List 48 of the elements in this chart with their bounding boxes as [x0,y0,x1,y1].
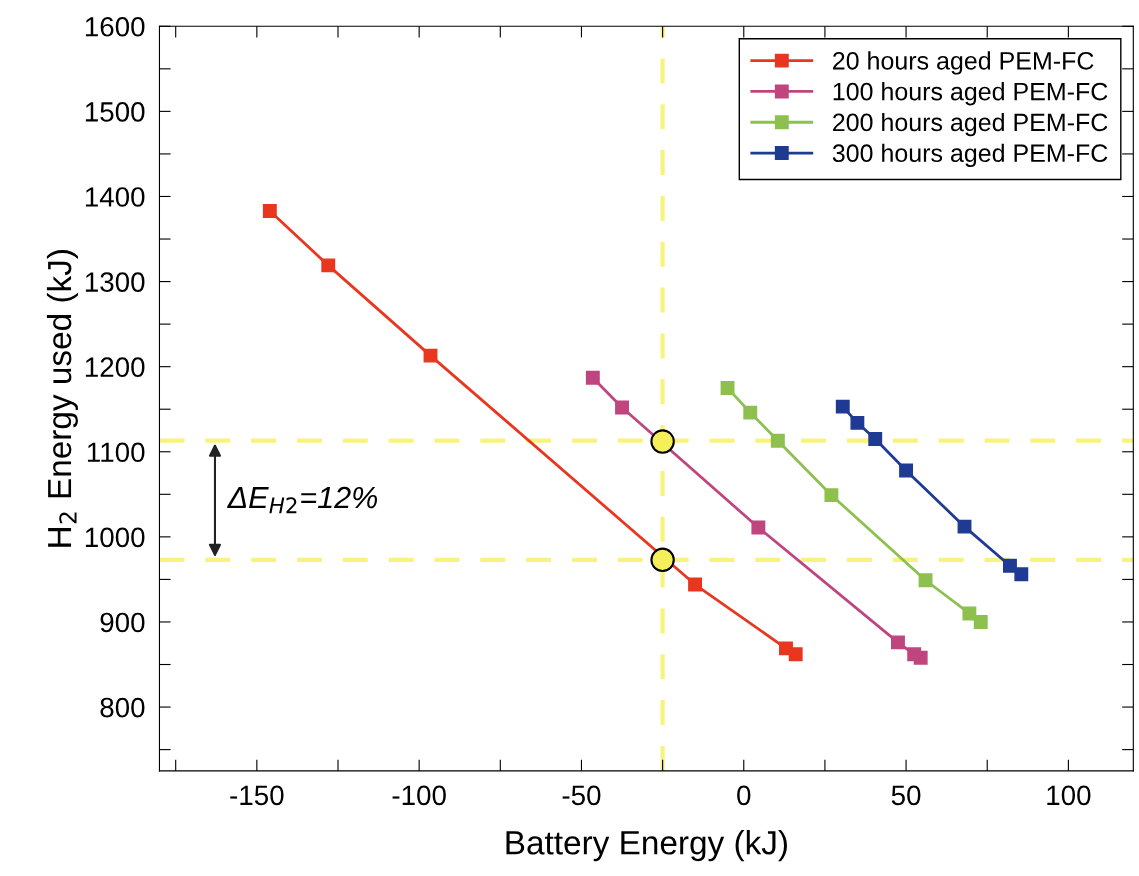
point [585,370,600,385]
legend-label: 100 hours aged PEM-FC [833,82,1108,106]
y-tick-label: 1300 [85,272,145,292]
point [650,429,675,454]
point [899,463,914,478]
point [262,203,277,218]
point [743,405,758,420]
point [913,650,928,665]
y-tick-label: 1400 [85,187,145,207]
point [957,519,972,534]
y-tick-label: 1200 [85,357,145,378]
point [650,547,675,573]
point [1014,567,1029,582]
point [788,647,803,662]
point [962,606,977,621]
point [615,400,629,415]
point [868,432,883,446]
x-tick-label: 0 [737,785,751,806]
y-tick-label: 1000 [85,527,145,548]
x-tick-label: -150 [230,785,284,806]
point [1003,558,1017,573]
x-tick-label: 100 [1047,785,1091,806]
x-axis-title: Battery Energy (kJ) [506,830,787,862]
point [751,520,766,535]
x-tick-label: -100 [392,785,446,806]
point [824,488,839,503]
legend-label: 300 hours aged PEM-FC [832,143,1108,167]
point [973,615,988,629]
x-tick-label: -50 [562,785,601,806]
point [321,258,336,273]
y-tick-label: 1100 [87,442,145,463]
point [835,399,850,414]
y-tick-label: 800 [100,697,145,718]
y-tick-label: 900 [100,612,145,633]
y-tick-label: 1600 [85,16,145,37]
point [688,577,703,592]
legend-label: 20 hours aged PEM-FC [833,51,1094,75]
point [850,415,865,430]
point [770,433,785,448]
point [891,635,905,650]
y-axis-title: H$_{2}$ Energy used (kJ) [46,250,78,547]
point [918,573,933,588]
legend-label: 200 hours aged PEM-FC [833,112,1108,137]
point [423,348,438,363]
y-tick-label: 1500 [85,102,145,122]
annotation: ΔE$_{H2}$=12% [227,486,378,514]
point [720,380,735,395]
x-tick-label: 50 [891,785,921,806]
